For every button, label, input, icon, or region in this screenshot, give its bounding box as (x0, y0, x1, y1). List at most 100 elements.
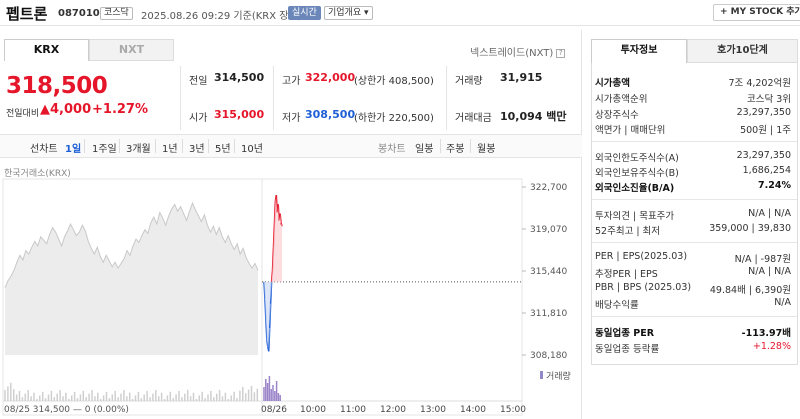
info-row-est-per-eps: 추정PER | EPS N/A | N/A (595, 266, 791, 280)
exchange-tabs: KRX NXT (4, 39, 174, 61)
range-separator (182, 139, 183, 153)
info-value: 49.84배 | 6,390원 (709, 285, 791, 296)
chart-source: 한국거래소(KRX) (4, 169, 71, 179)
info-label: 추정PER | EPS (595, 269, 658, 280)
range-3m[interactable]: 3개월 (126, 144, 151, 155)
stock-code: 087010 (58, 8, 100, 19)
today-fill (271, 270, 273, 282)
y-tick-label: 308,180 (530, 351, 567, 361)
info-label: 시가총액 (595, 78, 630, 89)
today-fill (279, 213, 281, 282)
info-value: -113.97배 (741, 328, 791, 339)
today-fill (266, 281, 268, 347)
info-row-dividend-yield: 배당수익률 N/A (595, 297, 791, 311)
info-value: N/A (774, 297, 791, 308)
today-fill (278, 204, 280, 282)
stock-header (0, 0, 800, 26)
info-row-market-cap: 시가총액 7조 4,202억원 (595, 75, 791, 89)
x-tick-label: 12:00 (380, 405, 406, 415)
range-separator (234, 139, 235, 153)
open-label: 시가 (189, 113, 208, 124)
info-row-foreign-ratio: 외국인소진율(B/A) 7.24% (595, 180, 791, 194)
info-value: 7.24% (758, 180, 791, 191)
info-label: 시가총액순위 (595, 94, 648, 105)
today-fill (264, 281, 265, 300)
today-fill (276, 195, 278, 282)
range-1y[interactable]: 1년 (162, 144, 178, 155)
realtime-badge[interactable]: 실시간 (288, 6, 321, 20)
volume-value: 31,915 (500, 71, 543, 84)
today-fill (273, 224, 275, 282)
range-separator (208, 139, 209, 153)
y-tick-label: 322,700 (530, 183, 567, 193)
change-label: 전일대비 (6, 109, 40, 119)
today-fill (272, 247, 274, 282)
info-value: 7조 4,202억원 (728, 78, 791, 89)
x-tick-label: 11:00 (340, 405, 366, 415)
info-value: N/A | -987원 (734, 254, 791, 265)
info-label: 외국인소진율(B/A) (595, 183, 675, 194)
line-chart-label[interactable]: 선차트 (30, 144, 58, 155)
nextrade-label: 넥스트레이드(NXT) (470, 48, 554, 59)
lower-limit: (하한가 220,500) (354, 113, 434, 124)
candle-chart-label[interactable]: 봉차트 (378, 144, 406, 155)
prev-day-area (5, 203, 258, 355)
company-info-dropdown[interactable]: 기업개요 ▾ (324, 6, 373, 20)
add-mystock-button[interactable]: + MY STOCK 추가 (713, 4, 800, 21)
today-fill (280, 213, 282, 282)
quote-timestamp: 2025.08.26 09:29 기준(KRX 장중) (141, 11, 302, 22)
info-value: 500원 | 1주 (740, 125, 791, 136)
amount-value: 10,094 백만 (500, 110, 567, 123)
info-label: 외국인보유주식수(B) (595, 168, 679, 179)
info-label: 배당수익률 (595, 300, 639, 311)
info-row-investment-opinion: 투자의견 | 목표주가 N/A | N/A (595, 208, 791, 222)
tab-nxt[interactable]: NXT (89, 39, 174, 61)
candle-monthly[interactable]: 월봉 (477, 144, 496, 155)
info-separator (592, 316, 797, 317)
current-price: 318,500 (6, 73, 108, 99)
info-label: 52주최고 | 최저 (595, 226, 661, 237)
candle-daily[interactable]: 일봉 (415, 144, 434, 155)
today-fill (274, 200, 276, 282)
x-tick-label: 08/26 (261, 405, 287, 415)
investment-info-panel (591, 63, 798, 365)
low-value: 308,500 (305, 108, 356, 121)
nextrade-link[interactable]: 넥스트레이드(NXT)? (470, 44, 566, 59)
range-separator (470, 139, 471, 153)
range-5y[interactable]: 5년 (215, 144, 231, 155)
range-1w[interactable]: 1주일 (92, 144, 117, 155)
info-value: N/A | N/A (748, 266, 791, 277)
range-10y[interactable]: 10년 (241, 144, 263, 155)
range-separator (440, 139, 441, 153)
help-icon[interactable]: ? (556, 48, 566, 58)
volume-legend: 거래량 (546, 370, 571, 382)
info-row-pbr-bps: PBR | BPS (2025.03) 49.84배 | 6,390원 (595, 282, 791, 296)
market-badge: 코스닥 (100, 7, 133, 20)
range-separator (119, 139, 120, 153)
info-label: PER | EPS(2025.03) (595, 251, 688, 262)
tab-krx[interactable]: KRX (4, 39, 89, 61)
range-1d[interactable]: 1일 (65, 144, 82, 155)
today-segment (268, 303, 272, 329)
range-3y[interactable]: 3년 (189, 144, 205, 155)
tab-orderbook[interactable]: 호가10단계 (687, 39, 798, 63)
intraday-chart[interactable]: 322,700 319,070 315,440 311,810 308,180 거래량 08… (0, 175, 582, 419)
today-fill (265, 281, 267, 340)
change-rate: +1.27% (92, 102, 148, 117)
info-separator (592, 141, 797, 142)
info-value: 코스닥 3위 (746, 94, 791, 105)
today-fill (268, 281, 270, 352)
tab-investment-info[interactable]: 투자정보 (591, 39, 687, 63)
stats-divider (446, 66, 447, 130)
info-label: PBR | BPS (2025.03) (595, 282, 692, 293)
stats-divider (273, 66, 274, 130)
x-tick-label: 14:00 (460, 405, 486, 415)
x-tick-label: 15:00 (500, 405, 526, 415)
x-tick-label: 13:00 (420, 405, 446, 415)
candle-weekly[interactable]: 주봉 (446, 144, 465, 155)
info-row-listed-shares: 상장주식수 23,297,350 (595, 107, 791, 121)
y-tick-label: 311,810 (530, 309, 567, 319)
today-fill (281, 222, 282, 282)
right-tabs: 투자정보 호가10단계 (591, 39, 798, 63)
info-value: 359,000 | 39,830 (709, 223, 791, 234)
